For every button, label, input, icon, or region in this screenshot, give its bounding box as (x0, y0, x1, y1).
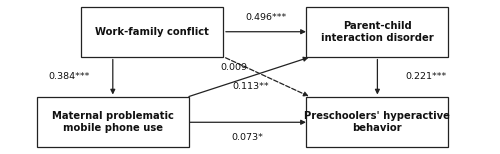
FancyBboxPatch shape (306, 97, 448, 147)
Text: 0.073*: 0.073* (232, 133, 264, 142)
Text: Work-family conflict: Work-family conflict (95, 27, 209, 37)
FancyBboxPatch shape (306, 7, 448, 57)
Text: 0.384***: 0.384*** (48, 73, 90, 81)
Text: 0.496***: 0.496*** (246, 13, 287, 22)
Text: Parent-child
interaction disorder: Parent-child interaction disorder (321, 20, 434, 43)
FancyBboxPatch shape (37, 97, 189, 147)
Text: 0.009: 0.009 (220, 63, 248, 72)
Text: Preschoolers' hyperactive
behavior: Preschoolers' hyperactive behavior (304, 111, 450, 134)
Text: Maternal problematic
mobile phone use: Maternal problematic mobile phone use (52, 111, 174, 134)
Text: 0.113**: 0.113** (233, 82, 270, 91)
FancyBboxPatch shape (81, 7, 223, 57)
Text: 0.221***: 0.221*** (406, 73, 447, 81)
